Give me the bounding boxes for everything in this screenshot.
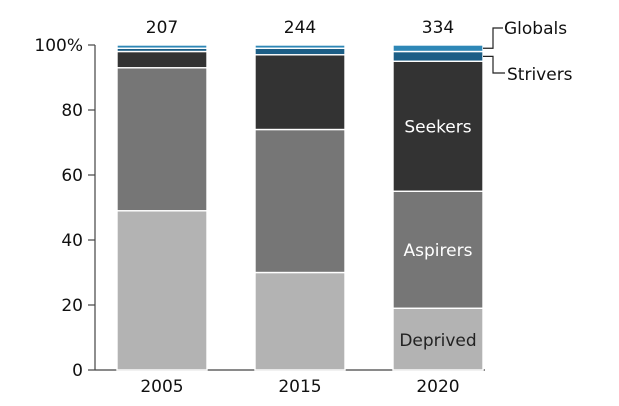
- bar-segment-aspirers-2020: [392, 190, 484, 309]
- bar-segment-seekers-2015: [254, 54, 346, 131]
- bar-segment-seekers-2005: [116, 50, 208, 69]
- x-axis: 2005 2015 2020: [95, 369, 485, 397]
- segment-label-deprived: Deprived: [399, 331, 476, 351]
- bars: [116, 44, 484, 371]
- bar-segment-globals-2015: [254, 44, 346, 49]
- x-tick-label: 2015: [278, 377, 321, 397]
- bar-segment-strivers-2015: [254, 47, 346, 56]
- y-tick-label: 20: [61, 296, 83, 316]
- segment-labels: Seekers Aspirers Deprived: [399, 117, 476, 351]
- bar-segment-aspirers-2005: [116, 67, 208, 212]
- bar-segment-globals-2005: [116, 44, 208, 49]
- bar-segment-globals-2020: [392, 44, 484, 53]
- bar-segment-seekers-2020: [392, 60, 484, 192]
- callout-label-strivers: Strivers: [507, 65, 573, 85]
- callouts: Globals Strivers: [483, 19, 573, 85]
- y-axis: 0 20 40 60 80 100%: [34, 36, 96, 381]
- y-tick-label: 80: [61, 101, 83, 121]
- y-tick-label: 0: [72, 361, 83, 381]
- bar-totals: 207 244 334: [146, 18, 454, 38]
- y-tick-label: 40: [61, 231, 83, 251]
- callout-line-strivers: [483, 55, 505, 74]
- bar-segment-deprived-2005: [116, 210, 208, 371]
- bar-total-label: 244: [284, 18, 316, 38]
- segment-label-seekers: Seekers: [404, 117, 471, 137]
- x-tick-label: 2005: [140, 377, 183, 397]
- x-tick-label: 2020: [416, 377, 459, 397]
- bar-total-label: 207: [146, 18, 178, 38]
- bar-segment-strivers-2020: [392, 50, 484, 62]
- bar-segment-aspirers-2015: [254, 128, 346, 274]
- segment-label-aspirers: Aspirers: [404, 241, 473, 261]
- callout-label-globals: Globals: [504, 19, 567, 39]
- bar-segment-deprived-2015: [254, 271, 346, 371]
- callout-line-globals: [483, 27, 503, 49]
- y-tick-label: 60: [61, 166, 83, 186]
- bar-total-label: 334: [422, 18, 454, 38]
- y-tick-label: 100%: [34, 36, 83, 56]
